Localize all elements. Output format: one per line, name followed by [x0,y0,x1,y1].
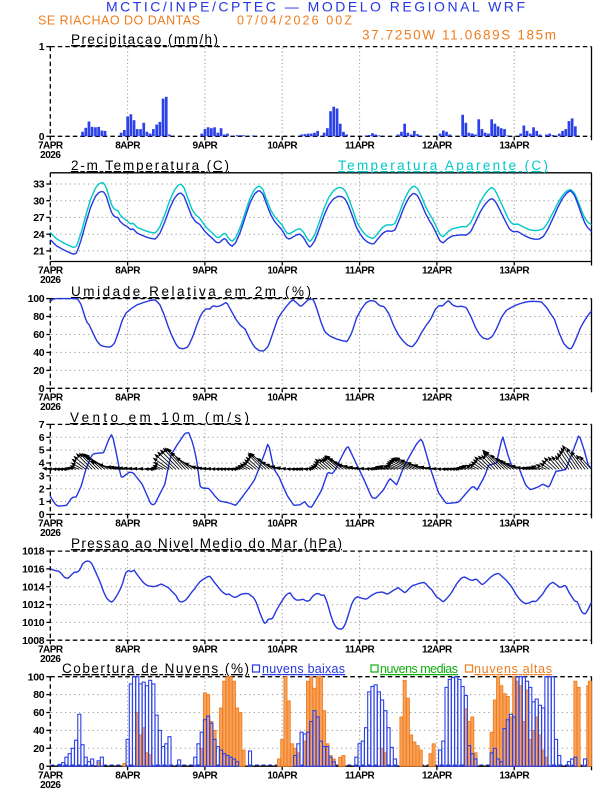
svg-text:2026: 2026 [40,402,61,413]
svg-text:nuvens baixas: nuvens baixas [262,662,345,676]
svg-text:9APR: 9APR [193,644,219,655]
svg-text:60: 60 [33,329,45,341]
svg-text:9APR: 9APR [193,141,219,152]
svg-text:0: 0 [39,383,45,395]
svg-text:100: 100 [28,671,45,683]
svg-text:12APR: 12APR [422,644,453,655]
svg-text:2-m Temperatura (C): 2-m Temperatura (C) [71,158,229,173]
svg-text:SE RIACHAO DO DANTAS: SE RIACHAO DO DANTAS [38,14,200,28]
svg-text:11APR: 11APR [345,644,375,655]
svg-text:11APR: 11APR [345,393,375,404]
svg-text:13APR: 13APR [499,770,530,781]
svg-text:2026: 2026 [40,150,61,161]
svg-text:12APR: 12APR [422,393,453,404]
svg-text:13APR: 13APR [499,266,530,277]
svg-text:3: 3 [39,470,45,482]
svg-text:9APR: 9APR [193,393,219,404]
svg-text:nuvens medias: nuvens medias [380,662,458,676]
svg-text:40: 40 [33,725,45,737]
svg-text:12APR: 12APR [422,141,453,152]
svg-text:2026: 2026 [40,528,61,539]
svg-text:13APR: 13APR [499,519,530,530]
svg-text:33: 33 [33,179,45,191]
svg-text:Cobertura de Nuvens (%): Cobertura de Nuvens (%) [62,661,249,676]
svg-text:0: 0 [39,761,45,773]
svg-text:80: 80 [33,311,45,323]
svg-text:1018: 1018 [22,546,45,558]
svg-text:12APR: 12APR [422,266,453,277]
svg-text:4: 4 [39,458,45,470]
svg-text:0: 0 [39,131,45,143]
svg-text:2026: 2026 [40,654,61,665]
svg-text:37.7250W 11.0689S 185m: 37.7250W 11.0689S 185m [362,28,556,43]
svg-text:10APR: 10APR [267,141,298,152]
svg-text:7APR: 7APR [38,644,64,655]
svg-text:13APR: 13APR [499,393,530,404]
svg-text:2026: 2026 [40,780,61,791]
svg-text:1008: 1008 [22,635,45,647]
svg-text:7APR: 7APR [38,141,64,152]
svg-text:7: 7 [39,419,45,431]
svg-text:0: 0 [39,509,45,521]
svg-text:80: 80 [33,689,45,701]
svg-text:27: 27 [33,212,45,224]
svg-text:11APR: 11APR [345,519,375,530]
svg-text:1012: 1012 [22,599,45,611]
svg-text:60: 60 [33,707,45,719]
svg-text:2: 2 [39,483,45,495]
svg-text:10APR: 10APR [267,393,298,404]
svg-text:13APR: 13APR [499,644,530,655]
svg-text:13APR: 13APR [499,141,530,152]
svg-text:8APR: 8APR [115,141,141,152]
svg-text:6: 6 [39,432,45,444]
svg-text:20: 20 [33,365,45,377]
svg-text:40: 40 [33,347,45,359]
svg-text:9APR: 9APR [193,266,219,277]
svg-text:20: 20 [33,743,45,755]
svg-text:7APR: 7APR [38,393,64,404]
svg-text:10APR: 10APR [267,770,298,781]
svg-text:1: 1 [39,496,45,508]
svg-text:1: 1 [39,41,45,53]
svg-text:8APR: 8APR [115,644,141,655]
svg-text:07/04/2026 00Z: 07/04/2026 00Z [237,14,352,28]
svg-text:2026: 2026 [40,275,61,286]
svg-text:MCTIC/INPE/CPTEC — MODELO REGI: MCTIC/INPE/CPTEC — MODELO REGIONAL WRF [106,0,525,15]
svg-text:Pressao ao Nivel Medio do Mar: Pressao ao Nivel Medio do Mar (hPa) [71,536,342,551]
svg-text:1014: 1014 [22,581,45,593]
svg-text:8APR: 8APR [115,266,141,277]
svg-text:nuvens altas: nuvens altas [474,662,552,676]
svg-text:Precipitacao (mm/h): Precipitacao (mm/h) [71,32,218,47]
svg-text:7APR: 7APR [38,770,64,781]
svg-text:8APR: 8APR [115,393,141,404]
svg-text:11APR: 11APR [345,770,375,781]
svg-text:7APR: 7APR [38,266,64,277]
svg-text:10APR: 10APR [267,644,298,655]
svg-text:5: 5 [39,445,45,457]
svg-text:12APR: 12APR [422,770,453,781]
svg-text:21: 21 [33,246,45,258]
svg-text:9APR: 9APR [193,770,219,781]
svg-text:11APR: 11APR [345,141,375,152]
svg-text:8APR: 8APR [115,519,141,530]
svg-text:10APR: 10APR [267,266,298,277]
svg-text:100: 100 [28,293,45,305]
svg-text:1010: 1010 [22,617,45,629]
svg-text:24: 24 [33,229,45,241]
svg-text:7APR: 7APR [38,519,64,530]
svg-text:30: 30 [33,195,45,207]
svg-text:10APR: 10APR [267,519,298,530]
svg-text:9APR: 9APR [193,519,219,530]
svg-text:12APR: 12APR [422,519,453,530]
svg-text:1016: 1016 [22,564,45,576]
svg-text:11APR: 11APR [345,266,375,277]
svg-text:8APR: 8APR [115,770,141,781]
